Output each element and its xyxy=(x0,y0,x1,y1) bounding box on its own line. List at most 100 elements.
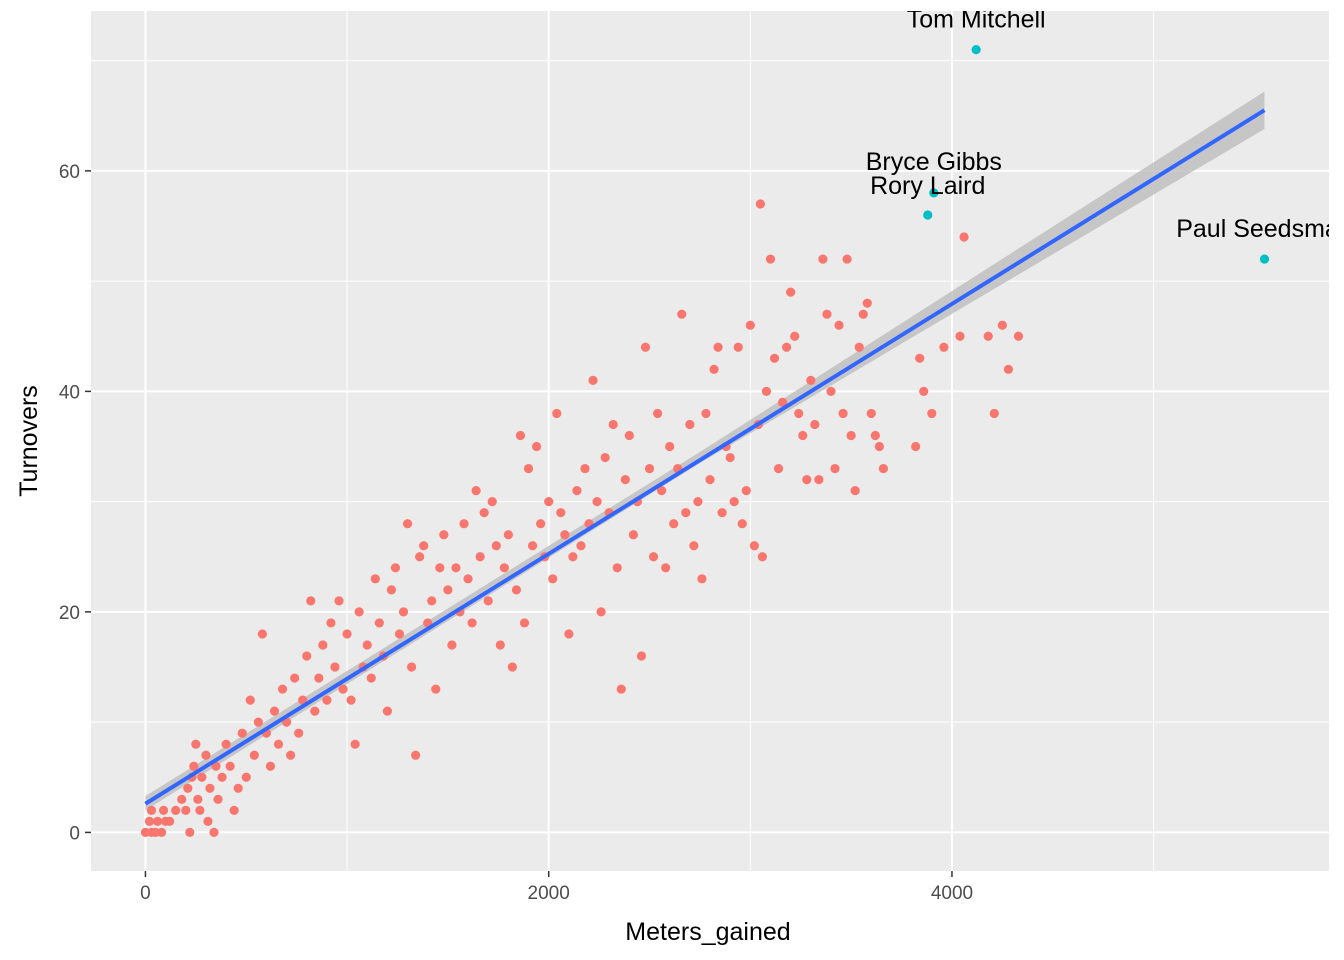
point-label: Tom Mitchell xyxy=(907,6,1046,34)
data-point xyxy=(245,695,255,705)
data-point xyxy=(290,673,300,683)
highlighted-point xyxy=(1259,254,1270,264)
data-point xyxy=(556,508,566,518)
data-point xyxy=(927,408,937,419)
data-point xyxy=(911,441,921,452)
data-point xyxy=(713,342,723,352)
data-point xyxy=(657,486,667,496)
data-point xyxy=(463,574,473,584)
data-point xyxy=(370,574,380,584)
data-point xyxy=(495,640,505,650)
data-point xyxy=(612,563,622,573)
data-point xyxy=(600,452,610,463)
data-point xyxy=(826,386,836,396)
data-point xyxy=(648,552,659,562)
data-point xyxy=(866,408,876,419)
data-point xyxy=(745,320,755,330)
data-point xyxy=(189,761,199,771)
data-point xyxy=(757,552,768,562)
data-point xyxy=(318,640,328,650)
data-point xyxy=(447,640,457,650)
data-point xyxy=(830,463,840,474)
data-point xyxy=(786,287,796,297)
data-point xyxy=(306,596,316,606)
data-point xyxy=(1013,331,1024,341)
data-point xyxy=(858,309,868,319)
y-tick-label: 40 xyxy=(59,382,80,403)
data-point xyxy=(213,794,223,804)
data-point xyxy=(193,794,203,804)
data-point xyxy=(874,441,884,452)
data-point xyxy=(241,772,251,782)
highlighted-point xyxy=(971,44,981,55)
data-point xyxy=(195,805,205,815)
data-point xyxy=(697,574,707,584)
data-point xyxy=(769,353,780,363)
data-point xyxy=(298,695,308,705)
data-point xyxy=(620,474,630,485)
data-point xyxy=(527,541,538,551)
plot-panel xyxy=(91,11,1329,871)
data-points-layer xyxy=(140,199,1024,838)
data-point xyxy=(822,309,832,319)
data-point xyxy=(761,386,772,396)
data-point xyxy=(749,541,759,551)
data-point xyxy=(661,563,671,573)
data-point xyxy=(802,474,812,485)
data-point xyxy=(862,298,872,308)
data-point xyxy=(310,706,320,716)
data-point xyxy=(269,706,280,716)
data-point xyxy=(225,761,235,771)
data-point xyxy=(693,497,703,507)
data-point xyxy=(443,585,453,595)
data-point xyxy=(257,629,267,639)
data-point xyxy=(725,452,735,463)
data-point xyxy=(806,375,816,385)
data-point xyxy=(1003,364,1014,374)
major-gridlines xyxy=(91,11,1329,871)
trend-line-layer xyxy=(144,108,1266,806)
data-point xyxy=(439,530,449,540)
data-point xyxy=(755,199,766,209)
data-point xyxy=(144,816,155,826)
data-point xyxy=(709,364,719,374)
data-point xyxy=(201,750,211,760)
data-point xyxy=(382,706,392,716)
y-tick-label: 0 xyxy=(69,823,80,844)
data-point xyxy=(390,563,401,573)
data-point xyxy=(277,684,288,694)
data-point xyxy=(548,574,558,584)
data-point xyxy=(717,508,727,518)
data-point xyxy=(523,463,534,474)
data-point xyxy=(983,331,993,341)
data-point xyxy=(515,430,526,441)
data-point xyxy=(536,519,546,529)
data-point xyxy=(640,342,651,352)
y-axis-title: Turnovers xyxy=(15,385,43,497)
x-tick-label: 2000 xyxy=(528,883,570,904)
data-point xyxy=(471,486,481,496)
x-tick-label: 4000 xyxy=(931,883,973,904)
axes-layer: 0 2000 4000 0 20 40 60 xyxy=(59,162,973,904)
data-point xyxy=(519,618,530,628)
data-point xyxy=(342,629,352,639)
data-point xyxy=(487,497,497,507)
x-tick-label: 0 xyxy=(140,883,151,904)
data-point xyxy=(406,662,417,672)
data-point xyxy=(939,342,949,352)
data-point xyxy=(588,375,598,385)
data-point xyxy=(197,772,207,782)
data-point xyxy=(842,254,852,264)
data-point xyxy=(221,739,231,749)
data-point xyxy=(181,805,191,815)
data-point xyxy=(636,651,647,661)
data-point xyxy=(273,739,284,749)
data-point xyxy=(531,441,542,452)
data-point xyxy=(564,629,574,639)
data-point xyxy=(203,816,213,826)
minor-gridlines xyxy=(91,11,1329,871)
data-point xyxy=(419,541,429,551)
data-point xyxy=(544,497,554,507)
